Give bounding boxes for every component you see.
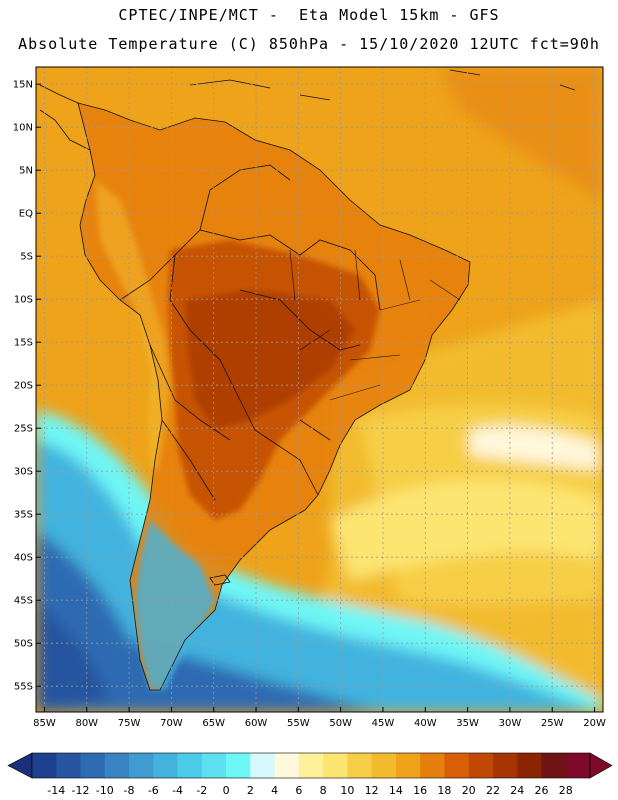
field-north-darker [440, 67, 603, 200]
map-title-line-1: CPTEC/INPE/MCT - Eta Model 15km - GFS [118, 6, 500, 24]
colorbar-label: 20 [462, 784, 476, 797]
colorbar-swatch [395, 753, 421, 778]
lon-tick-label: 65W [202, 718, 225, 729]
colorbar-swatch [420, 753, 445, 778]
colorbar-swatch [517, 753, 542, 778]
colorbar-label: 8 [320, 784, 327, 797]
colorbar-swatch [153, 753, 178, 778]
colorbar-label: 18 [437, 784, 451, 797]
caribbean-islands [189, 69, 576, 101]
colorbar-label: 16 [413, 784, 427, 797]
lat-tick-label: 10N [13, 123, 33, 134]
colorbar-label: 14 [389, 784, 403, 797]
central-america-coast [39, 84, 91, 151]
lat-tick-label: EQ [19, 209, 33, 220]
lon-tick-label: 85W [33, 718, 56, 729]
colorbar-swatch [565, 753, 591, 778]
lon-tick-label: 25W [541, 718, 564, 729]
colorbar-label: 10 [340, 784, 354, 797]
lon-tick-labels: 85W 80W 75W 70W 65W 60W 55W 50W 45W 40W 35W 30W 25W 2… [33, 707, 606, 729]
map-borders [39, 69, 576, 691]
colorbar-label: 26 [534, 784, 548, 797]
field-cream-patch [470, 425, 600, 470]
lon-tick-label: 40W [414, 718, 437, 729]
colorbar-label: -8 [124, 784, 135, 797]
lat-tick-label: 5S [20, 252, 33, 263]
lat-tick-label: 55S [14, 682, 33, 693]
field-cold-deep [36, 530, 380, 712]
colorbar-swatch [250, 753, 276, 778]
colorbar-swatch [32, 753, 57, 778]
colorbar-swatch [468, 753, 494, 778]
colorbar-swatch [274, 753, 300, 778]
colorbar-swatch [492, 753, 518, 778]
colorbar-label: 6 [295, 784, 302, 797]
colorbar-label: 0 [223, 784, 230, 797]
colorbar-swatch [444, 753, 470, 778]
land-field [78, 103, 470, 690]
lat-tick-label: 35S [14, 510, 33, 521]
state-borders [289, 249, 461, 401]
color-bar: -14 -12 -10 -8 -6 -4 -2 0 2 4 6 8 10 12 14 16 18 20 22 24 26… [7, 752, 613, 797]
land-andes-cool [95, 180, 170, 470]
lat-tick-label: 10S [14, 295, 33, 306]
lon-tick-label: 55W [287, 718, 310, 729]
lon-tick-label: 60W [245, 718, 268, 729]
colorbar-label: 4 [271, 784, 278, 797]
lon-tick-label: 50W [329, 718, 352, 729]
lon-tick-label: 35W [456, 718, 479, 729]
colorbar-under-arrow [7, 752, 33, 779]
field-pale-band [330, 479, 603, 580]
coastline [77, 102, 471, 691]
colorbar-swatch [226, 753, 251, 778]
lon-tick-label: 45W [372, 718, 395, 729]
lat-tick-label: 15S [14, 338, 33, 349]
land-hottest-core [185, 290, 355, 430]
colorbar-label: 12 [365, 784, 379, 797]
colorbar-label: -4 [172, 784, 183, 797]
lon-tick-label: 80W [75, 718, 98, 729]
colorbar-label: 2 [247, 784, 254, 797]
lat-tick-label: 40S [14, 553, 33, 564]
colorbar-label: -2 [196, 784, 207, 797]
lat-tick-label: 25S [14, 424, 33, 435]
lat-tick-label: 45S [14, 596, 33, 607]
lon-tick-label: 20W [583, 718, 606, 729]
colorbar-label: -10 [96, 784, 114, 797]
lat-tick-label: 50S [14, 639, 33, 650]
colorbar-swatch [298, 753, 324, 778]
colorbar-swatch [347, 753, 373, 778]
colorbar-label: 24 [510, 784, 524, 797]
land-patagonia-cold [135, 520, 215, 690]
lat-tick-label: 20S [14, 381, 33, 392]
map-frame [35, 66, 604, 713]
colorbar-swatch [177, 753, 203, 778]
lat-tick-labels: 15N 10N 5N EQ 5S 10S 15S 20S 25S 30S 35S 40S 45S 50S 5… [13, 80, 41, 693]
lat-tick-label: 5N [19, 166, 33, 177]
colorbar-swatch [323, 753, 348, 778]
colorbar-swatch [56, 753, 81, 778]
colorbar-label: -6 [148, 784, 159, 797]
lat-tick-label: 15N [13, 80, 33, 91]
lon-tick-label: 30W [499, 718, 522, 729]
colorbar-swatch [541, 753, 567, 778]
country-borders [119, 164, 381, 501]
lon-tick-label: 75W [118, 718, 141, 729]
colorbar-label: -14 [47, 784, 65, 797]
colorbar-label: 28 [559, 784, 573, 797]
colorbar-label: 22 [486, 784, 500, 797]
colorbar-over-arrow [589, 752, 613, 779]
colorbar-swatch [104, 753, 130, 778]
colorbar-swatch [201, 753, 227, 778]
lon-tick-label: 70W [160, 718, 183, 729]
colorbar-label: -12 [72, 784, 90, 797]
map-title-line-2: Absolute Temperature (C) 850hPa - 15/10/… [18, 35, 600, 53]
colorbar-swatch [80, 753, 106, 778]
colorbar-frame [31, 752, 591, 779]
colorbar-swatch [371, 753, 397, 778]
field-cold-deepest [36, 600, 110, 712]
colorbar-swatch [129, 753, 154, 778]
lat-tick-label: 30S [14, 467, 33, 478]
